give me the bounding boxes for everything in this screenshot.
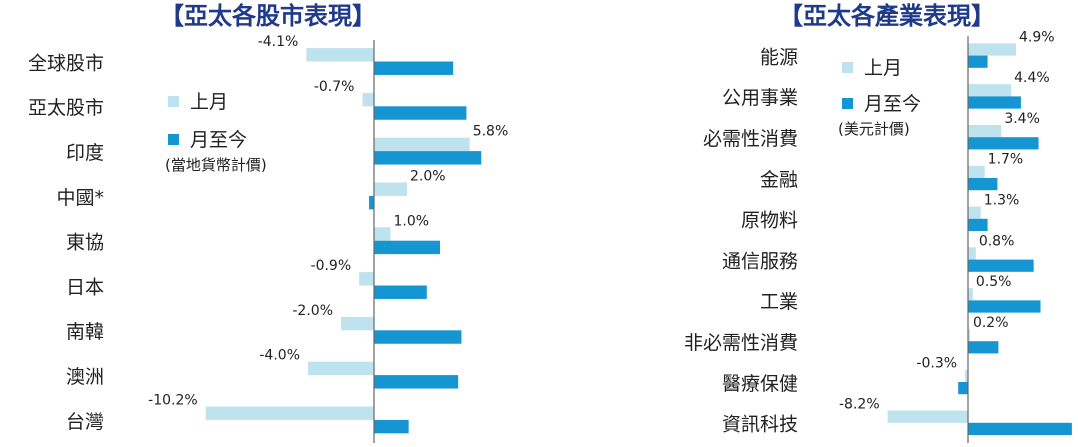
chart-title: 【亞太各產業表現】 — [779, 2, 995, 30]
bar-prev-month — [341, 316, 374, 331]
data-label: 1.7% — [988, 152, 1024, 168]
data-label: 4.4% — [1014, 70, 1050, 86]
bar-prev-month — [968, 247, 976, 260]
data-label: -4.1% — [258, 34, 299, 50]
data-label: -4.0% — [259, 348, 300, 364]
bar-month-to-date — [374, 106, 467, 120]
bar-month-to-date — [968, 55, 988, 68]
bar-prev-month — [374, 182, 407, 196]
bar-prev-month — [968, 124, 1002, 138]
legend-swatch-prev — [168, 96, 179, 107]
bar-month-to-date — [374, 419, 409, 434]
bar-month-to-date — [374, 151, 482, 165]
category-label: 台灣 — [66, 411, 104, 433]
data-label: 0.5% — [976, 274, 1012, 290]
legend-swatch-curr — [168, 134, 179, 145]
bar-prev-month — [362, 92, 374, 107]
bar-prev-month — [205, 406, 374, 420]
data-label: -2.0% — [292, 303, 333, 319]
chart-title: 【亞太各股市表現】 — [160, 2, 376, 30]
bar-prev-month — [887, 410, 968, 423]
legend-swatch-prev — [842, 62, 853, 73]
legend-label-curr: 月至今 — [864, 93, 921, 115]
data-label: 0.8% — [979, 233, 1015, 249]
legend-label-prev: 上月 — [864, 57, 902, 79]
category-label: 能源 — [760, 46, 798, 68]
data-label: -0.9% — [311, 258, 352, 274]
bar-prev-month — [968, 43, 1017, 56]
data-label: 1.3% — [984, 193, 1020, 209]
category-label: 印度 — [66, 142, 104, 164]
bar-prev-month — [306, 48, 374, 62]
data-label: -8.2% — [839, 397, 880, 413]
category-label: 通信服務 — [722, 250, 798, 272]
bar-prev-month — [374, 137, 470, 152]
data-label: 5.8% — [473, 124, 509, 140]
data-label: -0.3% — [916, 356, 957, 372]
bar-prev-month — [968, 84, 1012, 97]
category-label: 澳洲 — [66, 366, 104, 388]
bar-month-to-date — [968, 300, 1041, 313]
legend-note: (當地貨幣計價) — [165, 156, 267, 174]
legend-note: (美元計價) — [838, 120, 910, 138]
bar-prev-month — [968, 165, 985, 178]
category-label: 醫療保健 — [722, 373, 798, 395]
bar-month-to-date — [968, 259, 1034, 272]
bar-month-to-date — [374, 61, 454, 75]
bar-prev-month — [359, 272, 374, 286]
category-label: 東協 — [66, 232, 104, 254]
bar-month-to-date — [968, 177, 998, 191]
bar-month-to-date — [968, 341, 999, 354]
category-label: 公用事業 — [722, 87, 798, 109]
bar-prev-month — [968, 288, 973, 301]
category-label: 全球股市 — [28, 52, 104, 74]
bar-month-to-date — [958, 381, 968, 395]
bar-month-to-date — [374, 375, 459, 389]
bar-prev-month — [965, 369, 968, 382]
bar-month-to-date — [968, 96, 1021, 109]
data-label: -10.2% — [148, 392, 198, 408]
legend-label-curr: 月至今 — [190, 129, 247, 151]
bar-month-to-date — [968, 218, 988, 232]
data-label: 0.2% — [973, 315, 1009, 331]
bar-month-to-date — [374, 285, 427, 299]
category-label: 中國* — [56, 187, 104, 209]
category-label: 金融 — [760, 169, 798, 191]
legend-swatch-curr — [842, 98, 853, 109]
legend-label-prev: 上月 — [190, 91, 228, 113]
bar-prev-month — [308, 361, 374, 376]
data-label: 1.0% — [394, 213, 430, 229]
category-label: 必需性消費 — [703, 128, 798, 150]
data-label: 2.0% — [410, 168, 446, 184]
category-label: 非必需性消費 — [684, 332, 798, 354]
category-label: 日本 — [66, 276, 104, 298]
category-label: 亞太股市 — [28, 97, 104, 119]
bar-prev-month — [374, 227, 391, 241]
bar-month-to-date — [374, 240, 440, 255]
bar-prev-month — [968, 328, 970, 342]
data-label: -0.7% — [314, 79, 355, 95]
bar-month-to-date — [369, 195, 374, 210]
bar-prev-month — [968, 206, 981, 219]
category-label: 南韓 — [66, 321, 104, 343]
bar-month-to-date — [968, 137, 1039, 150]
category-label: 工業 — [760, 291, 798, 313]
data-label: 3.4% — [1004, 111, 1040, 127]
category-label: 原物料 — [741, 210, 798, 232]
bar-month-to-date — [374, 330, 462, 344]
category-label: 資訊科技 — [722, 414, 798, 436]
data-label: 4.9% — [1019, 29, 1055, 45]
bar-month-to-date — [968, 422, 1072, 436]
